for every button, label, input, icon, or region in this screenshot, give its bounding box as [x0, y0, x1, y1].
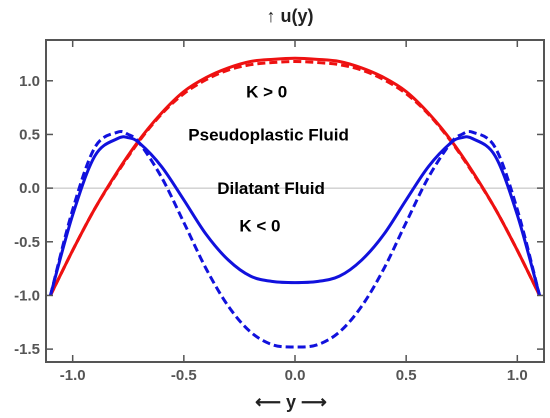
- series-line-3: [49, 135, 541, 296]
- annotation-label: Pseudoplastic Fluid: [188, 125, 349, 144]
- right-arrow-icon: ⟶: [296, 392, 327, 412]
- y-tick-label: -1.0: [14, 287, 40, 304]
- series-line-4: [48, 129, 542, 349]
- x-axis-title: ⟵ y ⟶: [255, 392, 327, 412]
- up-arrow-icon: ↑: [266, 6, 280, 26]
- y-tick-label: 1.0: [19, 73, 40, 90]
- series-line-2: [49, 59, 541, 297]
- y-tick-label: 0.5: [19, 126, 40, 143]
- x-tick-label: 0.0: [285, 367, 306, 384]
- y-tick-label: 0.0: [19, 180, 40, 197]
- y-axis-label: u(y): [281, 6, 314, 26]
- x-tick-label: -0.5: [171, 367, 197, 384]
- y-tick-label: -1.5: [14, 341, 40, 358]
- plot-frame: [45, 39, 545, 363]
- x-axis-label: y: [286, 392, 296, 412]
- x-tick-label: 0.5: [396, 367, 417, 384]
- x-tick-label: 1.0: [507, 367, 528, 384]
- y-tick-label: -0.5: [14, 234, 40, 251]
- left-arrow-icon: ⟵: [255, 392, 286, 412]
- series-line-1: [49, 56, 541, 297]
- annotation-label: Dilatant Fluid: [217, 179, 325, 198]
- annotation-label: K > 0: [246, 83, 287, 102]
- x-tick-label: -1.0: [60, 367, 86, 384]
- annotation-label: K < 0: [239, 217, 280, 236]
- y-axis-title: ↑ u(y): [266, 6, 313, 26]
